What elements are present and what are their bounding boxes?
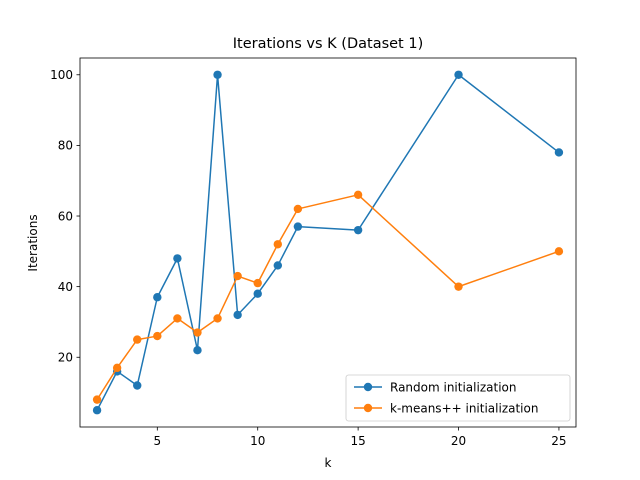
chart-title: Iterations vs K (Dataset 1) bbox=[233, 36, 423, 52]
data-point-series-1 bbox=[153, 293, 162, 302]
data-point-series-1 bbox=[554, 148, 564, 157]
data-point-series-2 bbox=[133, 335, 142, 344]
data-point-series-1 bbox=[293, 222, 303, 231]
data-point-series-2 bbox=[173, 314, 182, 323]
x-axis-label: k bbox=[325, 456, 332, 470]
legend-marker-2 bbox=[363, 403, 373, 413]
y-tick-label: 100 bbox=[50, 68, 73, 82]
x-tick-label: 15 bbox=[350, 434, 365, 448]
data-point-series-2 bbox=[353, 190, 363, 200]
plot-area: 5 10 15 20 25 20 40 60 80 100 bbox=[50, 57, 577, 448]
data-point-series-1 bbox=[173, 254, 182, 263]
series-line-1 bbox=[96, 74, 560, 412]
data-point-series-1 bbox=[213, 70, 222, 79]
data-point-series-2 bbox=[193, 328, 202, 337]
y-axis-label: Iterations bbox=[26, 214, 40, 271]
legend-label-2: k-means++ initialization bbox=[390, 401, 538, 415]
data-point-series-1 bbox=[133, 381, 142, 390]
y-tick-label: 60 bbox=[58, 209, 73, 223]
data-point-series-1 bbox=[233, 310, 242, 320]
data-point-series-2 bbox=[253, 278, 262, 288]
x-tick-label: 10 bbox=[250, 434, 265, 448]
y-tick-label: 80 bbox=[58, 139, 73, 153]
data-point-series-2 bbox=[233, 271, 242, 281]
data-point-series-2 bbox=[213, 314, 222, 323]
legend: Random initialization k-means++ initializ… bbox=[345, 374, 571, 422]
y-tick-label: 20 bbox=[58, 351, 73, 365]
data-point-series-1 bbox=[92, 406, 102, 415]
data-point-series-2 bbox=[153, 331, 162, 341]
series-line-2 bbox=[96, 194, 560, 401]
data-point-series-1 bbox=[193, 346, 202, 355]
data-point-series-1 bbox=[273, 261, 282, 270]
data-point-series-2 bbox=[273, 240, 282, 249]
data-point-series-2 bbox=[293, 204, 303, 214]
data-point-series-2 bbox=[454, 282, 463, 291]
legend-marker-1 bbox=[363, 382, 373, 392]
x-tick-label: 25 bbox=[551, 434, 566, 448]
plot-frame bbox=[79, 57, 577, 428]
x-tick-label: 20 bbox=[451, 434, 466, 448]
data-point-series-2 bbox=[92, 395, 102, 404]
data-point-series-2 bbox=[112, 363, 122, 373]
data-point-series-1 bbox=[253, 289, 262, 298]
data-point-series-1 bbox=[353, 225, 363, 235]
legend-box bbox=[345, 374, 571, 422]
x-tick-label: 5 bbox=[153, 434, 161, 448]
legend-label-1: Random initialization bbox=[390, 380, 516, 394]
data-point-series-1 bbox=[454, 70, 463, 79]
data-point-series-2 bbox=[554, 247, 564, 256]
y-tick-label: 40 bbox=[58, 280, 73, 294]
